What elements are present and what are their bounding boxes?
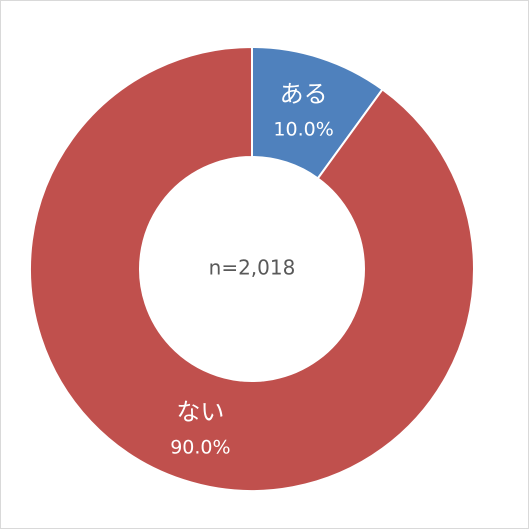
slice-value-label: 90.0% <box>170 436 230 458</box>
center-label: n=2,018 <box>209 256 296 280</box>
slice-category-label: ある <box>280 80 328 108</box>
donut-slice <box>29 45 475 492</box>
slice-category-label: ない <box>176 398 224 426</box>
slice-value-label: 10.0% <box>273 119 333 141</box>
